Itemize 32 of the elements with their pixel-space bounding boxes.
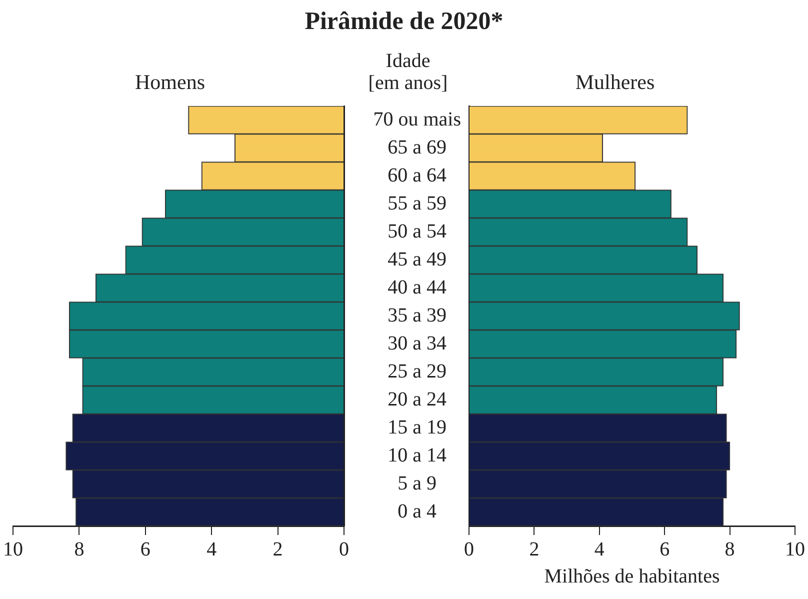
x-axis-title: Milhões de habitantes [544,565,720,588]
chart-subtitle: Mulheres [574,70,656,95]
y-tick-label: 45 a 49 [388,248,447,270]
chart-subtitle: Homens [134,70,206,95]
y-tick-label: 60 a 64 [388,164,447,186]
x-tick-label: 8 [74,538,84,560]
x-tick-label: 6 [140,538,150,560]
y-tick-label: 50 a 54 [388,220,447,242]
y-tick-label: 0 a 4 [398,500,437,522]
y-tick-label: 20 a 24 [388,388,447,410]
x-tick-label: 0 [339,538,349,560]
y-tick-label: 30 a 34 [388,332,447,354]
y-tick-label: 35 a 39 [388,304,447,326]
x-tick-label: 10 [785,538,805,560]
y-tick-label: 15 a 19 [388,416,447,438]
x-tick-label: 0 [464,538,474,560]
x-tick-label: 2 [529,538,540,560]
y-axis-title: Idade [em anos] [367,50,449,94]
x-tick-label: 4 [206,538,217,560]
y-tick-label: 70 ou mais [373,108,462,130]
x-tick-label: 10 [3,538,23,560]
x-tick-label: 8 [724,538,735,560]
text: Pirâmide de 2020* [304,8,504,36]
x-tick-label: 4 [594,538,604,560]
y-tick-label: 40 a 44 [388,276,447,298]
y-tick-label: 25 a 29 [388,360,447,382]
y-tick-label: 10 a 14 [388,444,447,466]
y-tick-label: 5 a 9 [398,472,437,494]
y-tick-label: 55 a 59 [388,192,447,214]
x-tick-label: 2 [272,538,283,560]
y-tick-label: 65 a 69 [388,136,447,158]
x-tick-label: 6 [660,538,670,560]
